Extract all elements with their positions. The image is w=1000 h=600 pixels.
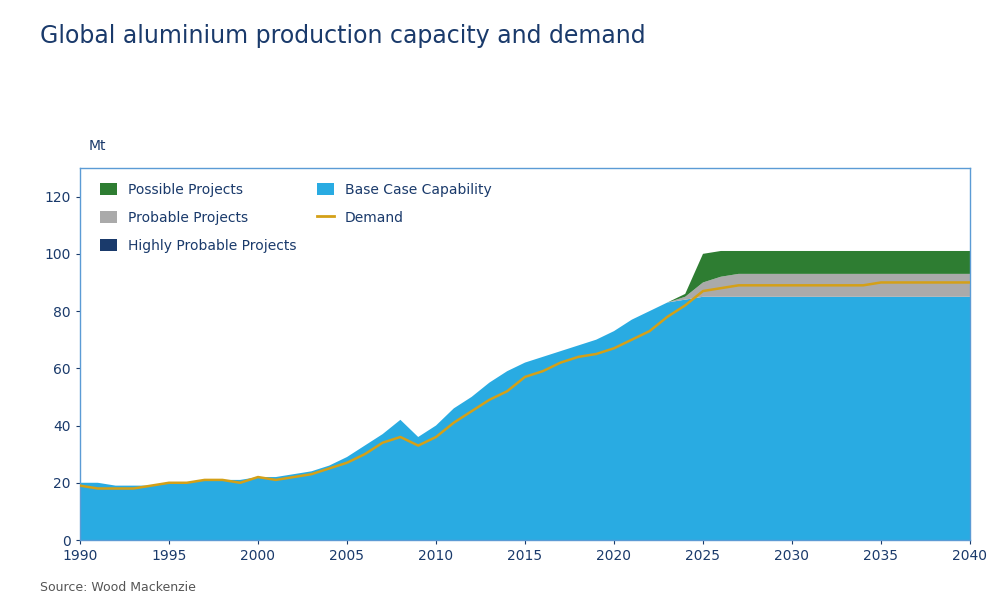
Text: Source: Wood Mackenzie: Source: Wood Mackenzie [40, 581, 196, 594]
Text: Global aluminium production capacity and demand: Global aluminium production capacity and… [40, 24, 646, 48]
Legend: Possible Projects, Probable Projects, Highly Probable Projects, Base Case Capabi: Possible Projects, Probable Projects, Hi… [96, 179, 496, 257]
Text: Mt: Mt [89, 139, 106, 153]
